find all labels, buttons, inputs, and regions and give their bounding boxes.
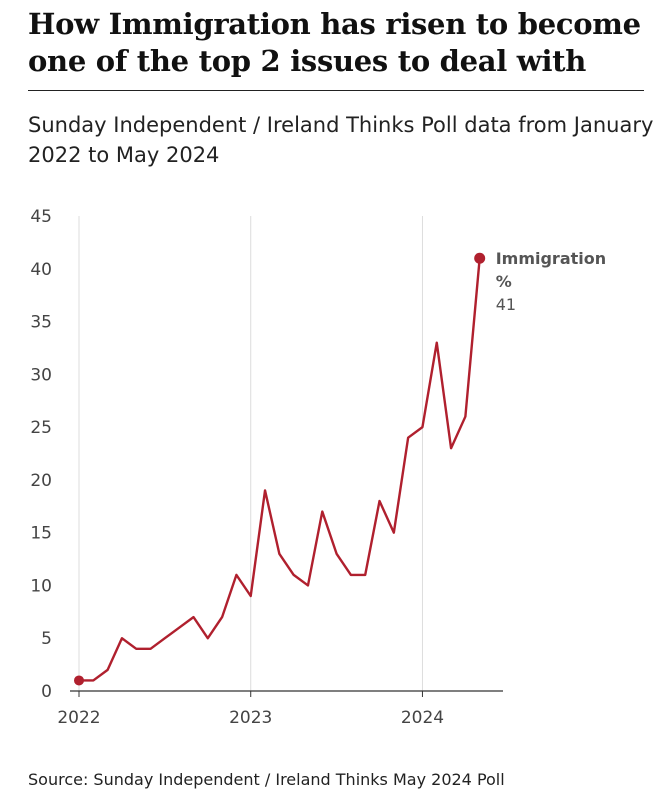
series-immigration xyxy=(74,252,486,686)
source-note: Source: Sunday Independent / Ireland Thi… xyxy=(28,770,505,789)
y-tick-label: 45 xyxy=(30,207,52,227)
annotation-unit: % xyxy=(496,272,512,291)
x-tick-label: 2022 xyxy=(57,708,100,728)
y-tick-label: 30 xyxy=(30,365,52,385)
annotation-series-name: Immigration xyxy=(496,249,606,268)
grid-lines xyxy=(78,216,423,691)
x-tick-label: 2023 xyxy=(229,708,272,728)
x-tick-labels: 2022 2023 2024 xyxy=(57,708,444,728)
x-tick-label: 2024 xyxy=(401,708,444,728)
y-tick-label: 35 xyxy=(30,313,52,333)
annotation-value: 41 xyxy=(496,295,516,314)
y-tick-label: 20 xyxy=(30,471,52,491)
end-annotation: Immigration% 41 xyxy=(496,249,606,314)
axes xyxy=(70,690,503,697)
y-tick-label: 15 xyxy=(30,524,52,544)
y-tick-labels: 0 5 10 15 20 25 30 35 40 45 xyxy=(30,207,52,702)
y-tick-label: 25 xyxy=(30,418,52,438)
y-tick-label: 40 xyxy=(30,260,52,280)
y-tick-label: 0 xyxy=(41,682,52,702)
y-tick-label: 10 xyxy=(30,576,52,596)
series-line-immigration xyxy=(77,257,481,682)
y-tick-label: 5 xyxy=(41,629,52,649)
title-divider xyxy=(28,90,644,91)
line-chart: 0 5 10 15 20 25 30 35 40 45 2022 2023 2024 Immigrat… xyxy=(30,207,606,728)
chart-subtitle: Sunday Independent / Ireland Thinks Poll… xyxy=(28,113,654,167)
chart-title: How Immigration has risen to become one … xyxy=(28,7,641,78)
end-point-marker xyxy=(474,252,486,264)
start-point-marker xyxy=(74,675,84,686)
